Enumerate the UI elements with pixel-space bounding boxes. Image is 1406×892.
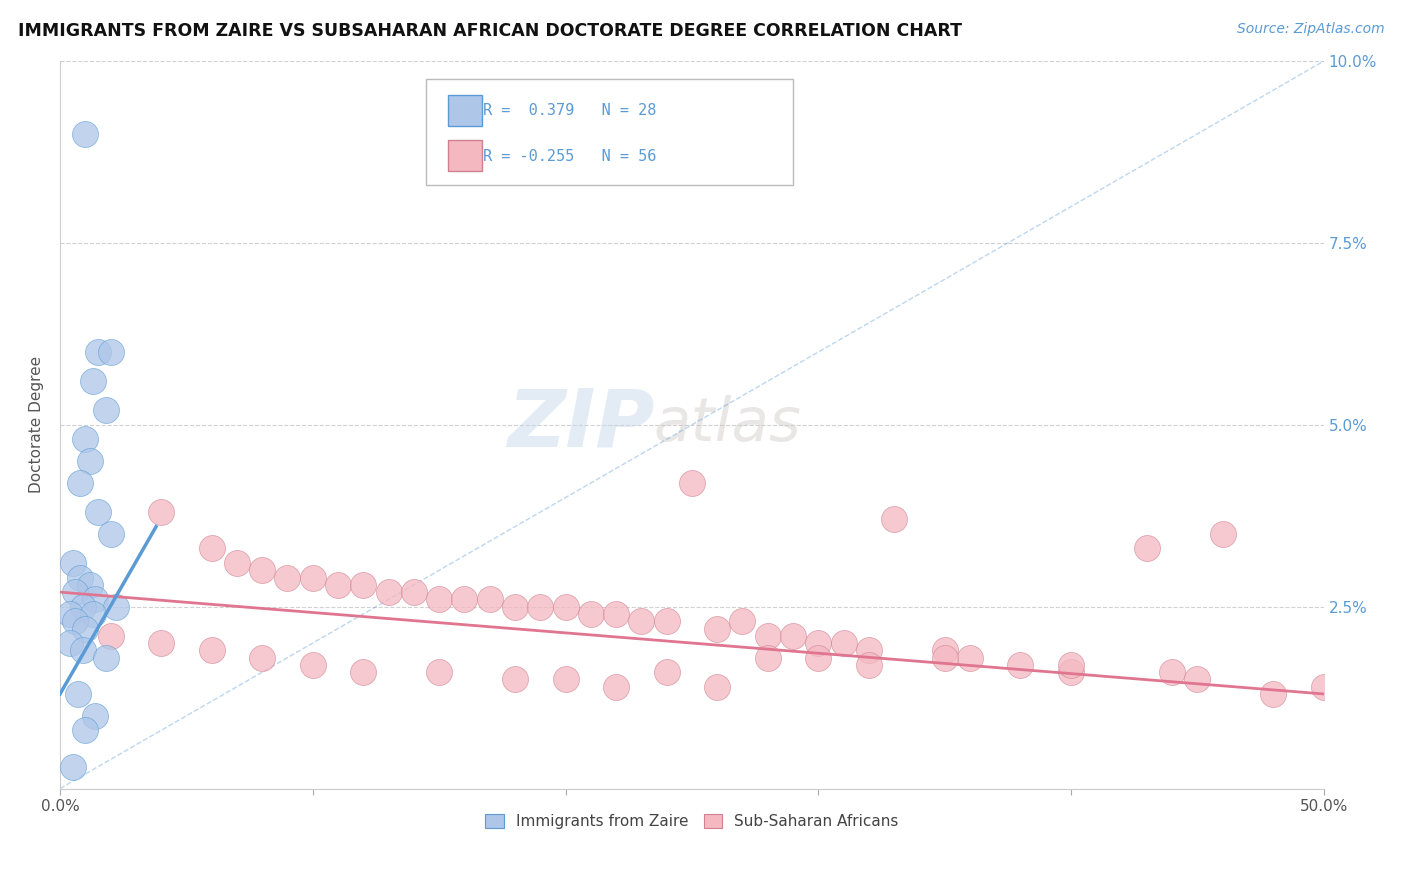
Point — [63, 614, 86, 628]
Point — [62, 556, 84, 570]
Point — [352, 578, 374, 592]
Text: atlas: atlas — [654, 395, 801, 454]
Point — [82, 374, 104, 388]
Point — [605, 607, 627, 621]
Point — [630, 614, 652, 628]
Point — [59, 607, 82, 621]
Text: ZIP: ZIP — [506, 386, 654, 464]
Point — [352, 665, 374, 680]
Point — [529, 599, 551, 614]
Point — [72, 643, 94, 657]
Point — [377, 585, 399, 599]
Point — [94, 650, 117, 665]
Point — [706, 622, 728, 636]
Point — [75, 723, 97, 738]
Point — [69, 476, 91, 491]
Point — [731, 614, 754, 628]
Point — [201, 643, 224, 657]
Point — [1312, 680, 1334, 694]
Point — [301, 657, 323, 672]
Point — [858, 657, 880, 672]
Point — [832, 636, 855, 650]
Point — [681, 476, 703, 491]
Text: Source: ZipAtlas.com: Source: ZipAtlas.com — [1237, 22, 1385, 37]
Point — [84, 708, 107, 723]
Point — [478, 592, 501, 607]
Point — [1161, 665, 1184, 680]
Point — [756, 629, 779, 643]
Point — [100, 629, 122, 643]
Point — [503, 599, 526, 614]
Point — [453, 592, 475, 607]
Point — [150, 505, 173, 519]
FancyBboxPatch shape — [426, 79, 793, 185]
Point — [756, 650, 779, 665]
Point — [1212, 527, 1234, 541]
Point — [579, 607, 602, 621]
Point — [402, 585, 425, 599]
Point — [72, 599, 94, 614]
Point — [150, 636, 173, 650]
Point — [655, 665, 678, 680]
Point — [1060, 665, 1083, 680]
Point — [62, 760, 84, 774]
Point — [252, 650, 274, 665]
Point — [69, 571, 91, 585]
Point — [1136, 541, 1159, 556]
Point — [87, 505, 110, 519]
Point — [226, 556, 249, 570]
Point — [84, 592, 107, 607]
Text: IMMIGRANTS FROM ZAIRE VS SUBSAHARAN AFRICAN DOCTORATE DEGREE CORRELATION CHART: IMMIGRANTS FROM ZAIRE VS SUBSAHARAN AFRI… — [18, 22, 962, 40]
Point — [782, 629, 804, 643]
Point — [959, 650, 981, 665]
Point — [706, 680, 728, 694]
Point — [934, 650, 956, 665]
Text: R =  0.379   N = 28: R = 0.379 N = 28 — [484, 103, 657, 118]
Point — [934, 643, 956, 657]
Point — [75, 127, 97, 141]
Point — [82, 607, 104, 621]
Point — [807, 636, 830, 650]
Y-axis label: Doctorate Degree: Doctorate Degree — [30, 356, 44, 493]
Point — [1010, 657, 1032, 672]
Bar — [449, 140, 482, 171]
Point — [100, 345, 122, 359]
Text: R = -0.255   N = 56: R = -0.255 N = 56 — [484, 149, 657, 164]
Legend: Immigrants from Zaire, Sub-Saharan Africans: Immigrants from Zaire, Sub-Saharan Afric… — [479, 808, 904, 836]
Point — [104, 599, 127, 614]
Point — [79, 454, 101, 468]
Point — [883, 512, 905, 526]
Point — [554, 673, 576, 687]
Point — [427, 665, 450, 680]
Point — [94, 403, 117, 417]
Point — [427, 592, 450, 607]
Point — [63, 585, 86, 599]
Point — [554, 599, 576, 614]
Point — [301, 571, 323, 585]
Point — [655, 614, 678, 628]
Point — [201, 541, 224, 556]
Point — [252, 563, 274, 577]
Point — [100, 527, 122, 541]
Point — [87, 345, 110, 359]
Point — [503, 673, 526, 687]
Point — [1263, 687, 1285, 701]
Point — [1187, 673, 1209, 687]
Point — [75, 622, 97, 636]
Point — [807, 650, 830, 665]
Point — [326, 578, 349, 592]
Point — [1060, 657, 1083, 672]
Point — [75, 433, 97, 447]
Point — [858, 643, 880, 657]
Point — [59, 636, 82, 650]
Bar — [449, 95, 482, 126]
Point — [66, 687, 89, 701]
Point — [79, 578, 101, 592]
Point — [276, 571, 298, 585]
Point — [605, 680, 627, 694]
